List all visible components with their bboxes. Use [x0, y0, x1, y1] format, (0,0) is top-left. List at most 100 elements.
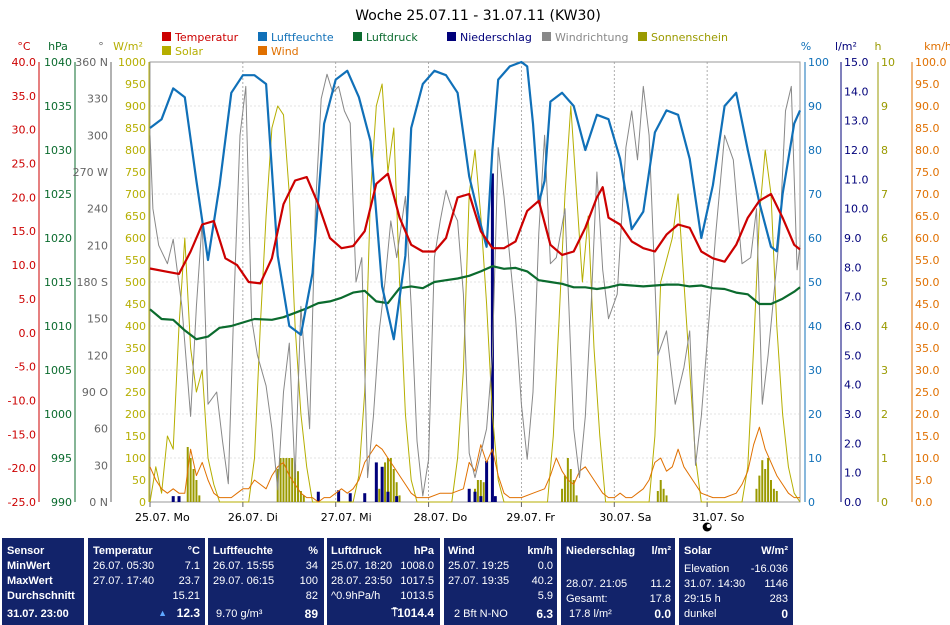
temperature-axis-tick: -25.0 [8, 496, 36, 509]
solar-axis-tick: 500 [125, 276, 146, 289]
precipitation-column: Niederschlag l/m² 28.07. 21:05 11.2 Gesamt… [561, 538, 675, 625]
legend-swatch [162, 46, 171, 55]
humidity-line [149, 60, 802, 341]
wind-header: Wind [448, 545, 475, 557]
humidity-header: Luftfeuchte [213, 545, 273, 557]
solar-axis-tick: 550 [125, 254, 146, 267]
wind-axis-tick: 30.0 [915, 364, 940, 377]
wind-axis-tick: 20.0 [915, 408, 940, 421]
humidity-avg: 82 [305, 590, 318, 602]
temperature-axis-tick: 20.0 [12, 191, 37, 204]
wind-column: Wind km/h 25.07. 19:25 0.0 27.07. 19:35 40.… [444, 538, 557, 625]
precipitation-axis-tick: 2.0 [844, 437, 862, 450]
legend-swatch [258, 46, 267, 55]
temperature-min: 7.1 [184, 560, 200, 572]
x-tick-label: 28.07. Do [414, 511, 468, 524]
wind-axis-tick: 0.0 [915, 496, 933, 509]
pressure-line [149, 265, 801, 341]
x-tick-label: 31.07. So [692, 511, 744, 524]
legend-swatch [258, 32, 267, 41]
legend-item: Luftdruck [353, 31, 418, 44]
wind-unit: km/h [527, 545, 553, 557]
precipitation-axis-tick: 12.0 [844, 144, 869, 157]
solar-elevation: -16.036 [750, 563, 788, 575]
legend-label: Luftdruck [366, 31, 418, 44]
pressure-unit: hPa [413, 545, 434, 557]
legend-item: Temperatur [162, 31, 239, 44]
row-label-avg: Durchschnitt [7, 590, 75, 602]
legend-swatch [542, 32, 551, 41]
wind-axis-tick: 35.0 [915, 342, 940, 355]
x-axis-labels: 25.07. Mo 26.07. Di 27.07. Mi 28.07. Do 29.0… [135, 502, 745, 532]
wind-max: 40.2 [531, 575, 553, 587]
sunshine-axis-tick: 1 [881, 452, 888, 465]
humidity-column: Luftfeuchte% 26.07. 15:55 34 29.07. 06:15… [208, 538, 324, 625]
pressure-axis-tick: 1020 [44, 232, 72, 245]
precipitation-bar [337, 490, 341, 502]
solar-max-time: 31.07. 14:30 [684, 578, 746, 590]
solar-unit: W/m² [761, 545, 788, 557]
solar-axis-tick: 200 [125, 408, 146, 421]
pressure-current: 1014.4 [397, 606, 434, 620]
sunshine-bar [288, 458, 291, 502]
wind-direction-axis-tick: 150 [87, 313, 108, 326]
legend-item: Niederschlag [447, 31, 532, 44]
sunshine-bar [479, 480, 482, 502]
sunshine-bar [296, 471, 299, 502]
sunshine-bar [482, 482, 485, 502]
solar-axis-tick: 150 [125, 430, 146, 443]
humidity-axis-tick: 60 [808, 232, 822, 245]
moon-phase-icon-highlight [706, 524, 711, 528]
wind-direction-axis-tick: 0 N [89, 496, 108, 509]
trend-down-icon: ▲ [158, 608, 167, 618]
chart-legend: Temperatur Luftfeuchte Luftdruck Niederschl… [162, 31, 728, 58]
pressure-axis-tick: 990 [51, 496, 72, 509]
solar-axis-tick: 950 [125, 78, 146, 91]
precipitation-bar [395, 496, 399, 502]
solar-line [149, 83, 801, 503]
row-label-min: MinWert [7, 560, 51, 572]
sunshine-axis-tick: 4 [881, 320, 888, 333]
pressure-min-time: 25.07. 18:20 [331, 560, 393, 572]
wind-direction-line [149, 73, 801, 497]
sunshine-bar [772, 488, 775, 502]
sunshine-bar [769, 480, 772, 502]
wind-max-time: 27.07. 19:35 [448, 575, 510, 587]
sunshine-bar [662, 488, 665, 502]
wind-axis-tick: 75.0 [915, 166, 940, 179]
pressure-axis-tick: 1010 [44, 320, 72, 333]
temperature-axis-tick: 5.0 [19, 293, 37, 306]
precipitation-bar [493, 496, 497, 502]
sunshine-axis-tick: 6 [881, 232, 888, 245]
precipitation-max-time: 28.07. 21:05 [566, 578, 628, 590]
pressure-trend: ^0.9hPa/h [331, 590, 381, 602]
temperature-column: Temperatur °C 26.07. 05:30 7.1 27.07. 17:4… [88, 538, 205, 625]
pressure-axis-tick: 1035 [44, 100, 72, 113]
temperature-axis-tick: 40.0 [12, 56, 37, 69]
chart-plot-area [149, 60, 802, 503]
sunshine-bar [192, 469, 195, 502]
wind-axis-tick: 55.0 [915, 254, 940, 267]
axis-unit-label: % [801, 40, 811, 53]
precipitation-bar [479, 496, 483, 502]
precipitation-bar [374, 462, 378, 502]
humidity-current: 89 [304, 607, 318, 621]
sunshine-axis-tick: 2 [881, 408, 888, 421]
sunshine-bar [282, 458, 285, 502]
precipitation-axis-tick: 7.0 [844, 291, 862, 304]
pressure-header: Luftdruck [331, 545, 382, 557]
pressure-axis-tick: 1025 [44, 188, 72, 201]
wind-direction-axis-tick: 180 S [77, 276, 108, 289]
precipitation-total: 17.8 [649, 593, 671, 605]
precipitation-axis-tick: 4.0 [844, 379, 862, 392]
temperature-line [149, 172, 801, 285]
legend-swatch [353, 32, 362, 41]
sunshine-axis-tick: 3 [881, 364, 888, 377]
sunshine-bar [189, 458, 192, 502]
temperature-axis-tick: 25.0 [12, 158, 37, 171]
legend-swatch [162, 32, 171, 41]
wind-axis-tick: 40.0 [915, 320, 940, 333]
wind-axis-tick: 5.0 [915, 474, 933, 487]
solar-axis-tick: 300 [125, 364, 146, 377]
chart-title: Woche 25.07.11 - 31.07.11 (KW30) [355, 8, 601, 24]
